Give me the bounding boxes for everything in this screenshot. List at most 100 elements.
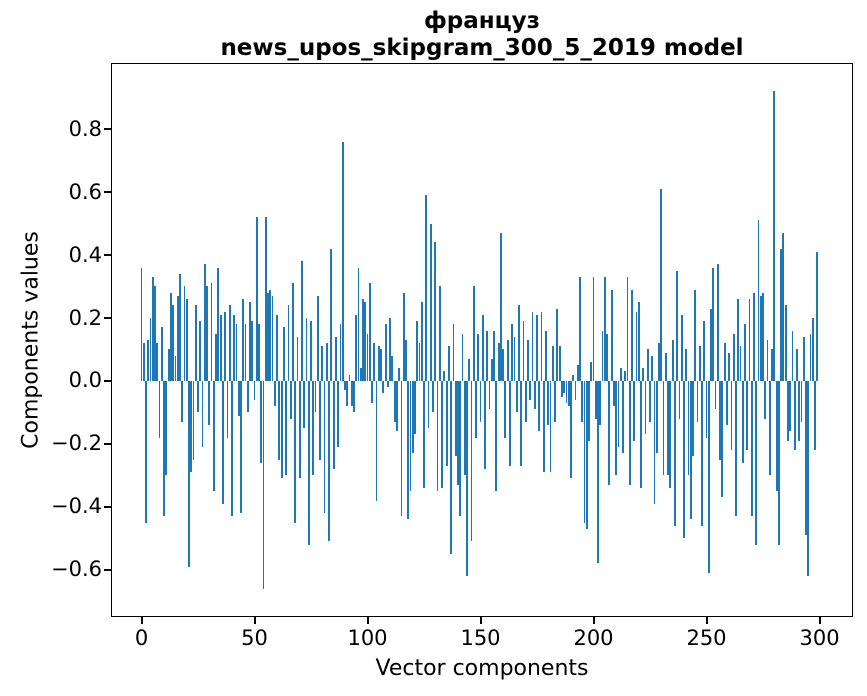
bar xyxy=(771,349,773,381)
bar xyxy=(750,380,753,517)
bar xyxy=(301,261,303,381)
bar xyxy=(481,314,484,381)
bar xyxy=(579,277,581,381)
bar xyxy=(520,380,523,466)
bar xyxy=(610,289,613,381)
bar xyxy=(551,346,554,381)
bar xyxy=(617,380,620,447)
bar xyxy=(766,340,769,381)
y-tick-label: 0.0 xyxy=(68,368,102,393)
x-tick-mark xyxy=(366,617,369,624)
bar xyxy=(219,314,222,381)
bar xyxy=(626,277,629,381)
bar xyxy=(314,380,317,413)
bar xyxy=(463,380,466,476)
bar xyxy=(572,374,575,381)
bar xyxy=(405,340,407,381)
bar xyxy=(547,380,550,425)
bar xyxy=(411,380,414,454)
bar xyxy=(486,330,489,381)
bar xyxy=(348,374,351,381)
bar xyxy=(538,380,541,432)
bar xyxy=(201,380,204,447)
bar xyxy=(375,380,378,501)
bar xyxy=(154,286,156,381)
x-tick-label: 50 xyxy=(241,626,268,650)
bar xyxy=(429,223,432,381)
bar xyxy=(330,248,333,381)
bar xyxy=(518,305,520,381)
y-tick-mark xyxy=(104,191,111,194)
bar xyxy=(165,380,168,476)
bar xyxy=(511,324,514,381)
bar xyxy=(355,314,358,381)
bar xyxy=(149,317,152,381)
bar xyxy=(730,380,733,451)
bar xyxy=(185,299,188,381)
bar xyxy=(809,333,812,381)
bar xyxy=(694,289,697,381)
chart-title: француз news_upos_skipgram_300_5_2019 mo… xyxy=(111,8,853,62)
bar xyxy=(438,286,441,381)
bar xyxy=(459,380,462,517)
bar xyxy=(334,336,337,381)
bar xyxy=(658,343,660,381)
bar xyxy=(680,314,683,381)
bar xyxy=(737,299,740,381)
bar xyxy=(703,321,706,381)
bar xyxy=(260,380,263,463)
bar xyxy=(283,327,285,381)
bar xyxy=(725,380,728,425)
bar xyxy=(212,380,215,492)
bar xyxy=(298,380,301,479)
bar xyxy=(287,305,290,381)
bar xyxy=(253,380,256,400)
bar xyxy=(160,327,163,381)
y-tick-mark xyxy=(104,568,111,571)
bar xyxy=(373,343,376,381)
bar xyxy=(561,380,563,397)
bar xyxy=(267,292,269,381)
x-tick-label: 0 xyxy=(134,626,149,650)
bar xyxy=(294,380,297,523)
bar xyxy=(461,333,464,381)
bar xyxy=(601,330,604,381)
bar xyxy=(215,333,217,381)
bar xyxy=(479,380,482,422)
bar xyxy=(353,380,355,413)
bar xyxy=(325,343,328,381)
bar xyxy=(364,302,367,381)
bar xyxy=(576,365,579,381)
bar xyxy=(174,355,177,381)
bar xyxy=(145,380,147,523)
bar xyxy=(382,380,385,394)
bar xyxy=(622,380,624,454)
bar xyxy=(585,380,588,529)
bar xyxy=(380,349,382,381)
bar xyxy=(773,91,776,381)
bar xyxy=(780,248,783,381)
bar xyxy=(312,380,315,476)
bar xyxy=(452,324,455,381)
bar xyxy=(181,380,184,422)
bar xyxy=(637,302,640,381)
bar xyxy=(321,346,324,381)
bar xyxy=(549,380,552,473)
bar xyxy=(753,292,755,381)
bar xyxy=(735,380,737,517)
bar xyxy=(556,308,559,381)
bar xyxy=(554,380,557,422)
bar xyxy=(689,380,692,520)
bar xyxy=(194,305,197,381)
bar xyxy=(391,355,394,381)
bar xyxy=(567,380,570,407)
bar xyxy=(341,141,344,381)
bar xyxy=(475,380,477,438)
bar xyxy=(545,330,547,381)
bar xyxy=(447,346,450,381)
bar xyxy=(255,217,258,381)
bar xyxy=(757,220,760,381)
bar xyxy=(712,267,715,381)
bar xyxy=(490,358,493,381)
bar xyxy=(310,321,312,381)
